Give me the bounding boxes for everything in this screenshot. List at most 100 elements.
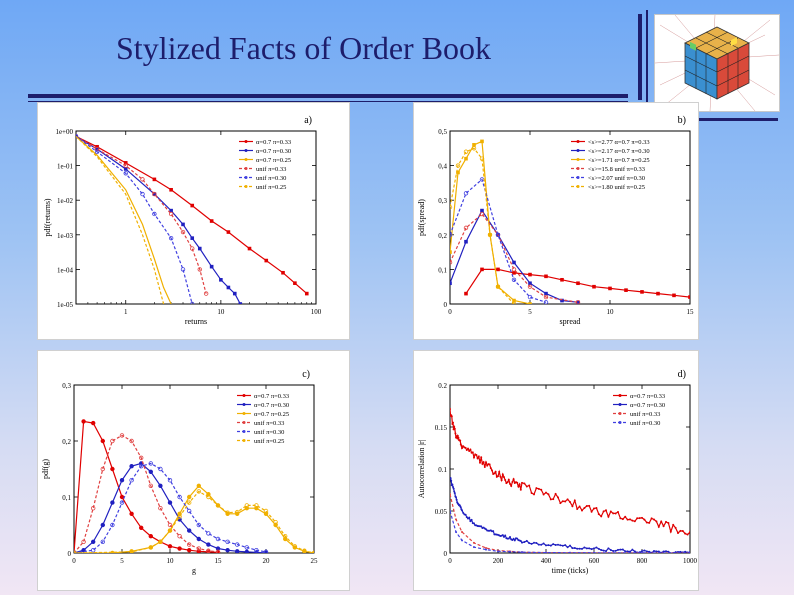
data-point — [540, 488, 543, 491]
series-line — [74, 490, 314, 553]
data-point — [263, 549, 269, 553]
data-point — [225, 547, 230, 553]
data-point — [450, 260, 453, 265]
data-point — [110, 522, 115, 528]
data-point — [590, 510, 593, 513]
series-line — [74, 484, 314, 553]
legend-marker — [244, 140, 248, 143]
data-point — [455, 163, 461, 168]
x-axis-label: returns — [185, 317, 207, 326]
data-point — [569, 500, 571, 503]
data-point — [552, 543, 555, 546]
data-point — [511, 301, 517, 304]
data-point — [186, 528, 192, 533]
data-point — [569, 551, 571, 553]
data-point — [497, 550, 499, 553]
data-point — [590, 548, 593, 551]
data-point — [215, 536, 221, 542]
data-point — [545, 491, 547, 494]
data-point — [454, 432, 457, 435]
data-point — [503, 476, 505, 479]
legend-label: unif π=0.33 — [256, 166, 286, 173]
data-point — [621, 548, 624, 551]
x-tick-label: 20 — [263, 557, 271, 565]
data-point — [660, 520, 663, 523]
data-point — [602, 549, 605, 552]
data-point — [585, 504, 588, 507]
data-point — [624, 550, 627, 553]
data-point — [624, 515, 627, 518]
frame-vbar-1 — [638, 14, 642, 100]
data-point — [476, 457, 479, 460]
data-point — [100, 539, 106, 544]
data-point — [450, 477, 452, 480]
data-point — [181, 222, 185, 227]
x-tick-label: 15 — [687, 308, 695, 316]
data-point — [542, 493, 545, 496]
data-point — [480, 525, 483, 528]
data-point — [549, 498, 552, 501]
data-point — [576, 547, 579, 550]
legend-marker — [242, 439, 246, 442]
data-point — [641, 551, 643, 553]
y-tick-label: 0,4 — [438, 163, 447, 171]
data-point — [518, 483, 521, 486]
data-point — [608, 286, 612, 291]
data-point — [471, 451, 474, 454]
legend-marker — [618, 403, 622, 406]
legend-label: <s>=2.17 α=0.7 π=0.30 — [588, 148, 650, 155]
data-point — [196, 483, 201, 488]
data-point — [629, 550, 631, 553]
data-point — [528, 542, 531, 545]
rubiks-cube-icon — [654, 14, 780, 112]
data-point — [129, 438, 134, 444]
data-point — [91, 539, 96, 544]
data-point — [91, 505, 96, 511]
data-point — [95, 144, 99, 149]
data-point — [530, 542, 533, 545]
legend-marker — [618, 421, 622, 424]
data-point — [467, 447, 469, 450]
data-point — [491, 469, 493, 472]
data-point — [190, 203, 195, 208]
data-point — [631, 519, 634, 522]
data-point — [452, 421, 454, 424]
x-tick-label: 10 — [217, 308, 225, 316]
data-point — [595, 507, 598, 510]
data-point — [653, 518, 655, 521]
series-line — [76, 135, 172, 304]
y-tick-label: 0,5 — [438, 128, 447, 136]
data-point — [648, 521, 651, 524]
data-point — [450, 510, 451, 512]
data-point — [607, 547, 610, 550]
plot-frame — [73, 384, 315, 554]
data-point — [667, 550, 670, 553]
data-point — [475, 453, 478, 456]
data-point — [516, 537, 519, 540]
data-point — [254, 547, 259, 553]
legend-label: unif π=0.33 — [254, 420, 284, 427]
data-point — [247, 246, 252, 251]
data-point — [643, 549, 646, 552]
data-point — [544, 291, 548, 296]
legend-marker — [576, 185, 580, 188]
data-point — [455, 496, 457, 499]
x-tick-label: 0 — [448, 557, 452, 565]
data-point — [689, 531, 690, 533]
legend-label: <s>=1.71 α=0.7 π=0.25 — [588, 157, 650, 164]
data-point — [470, 518, 473, 521]
data-point — [560, 298, 564, 303]
data-point — [495, 284, 501, 289]
data-point — [463, 191, 469, 196]
data-point — [641, 516, 643, 519]
data-point — [197, 246, 202, 251]
data-point — [609, 510, 612, 513]
data-point — [464, 291, 468, 296]
data-point — [493, 472, 496, 475]
legend-marker — [618, 412, 622, 415]
data-point — [523, 540, 526, 543]
data-point — [521, 541, 523, 544]
data-point — [488, 463, 491, 466]
data-point — [480, 208, 484, 213]
y-axis-label: pdf(spread) — [417, 199, 426, 236]
